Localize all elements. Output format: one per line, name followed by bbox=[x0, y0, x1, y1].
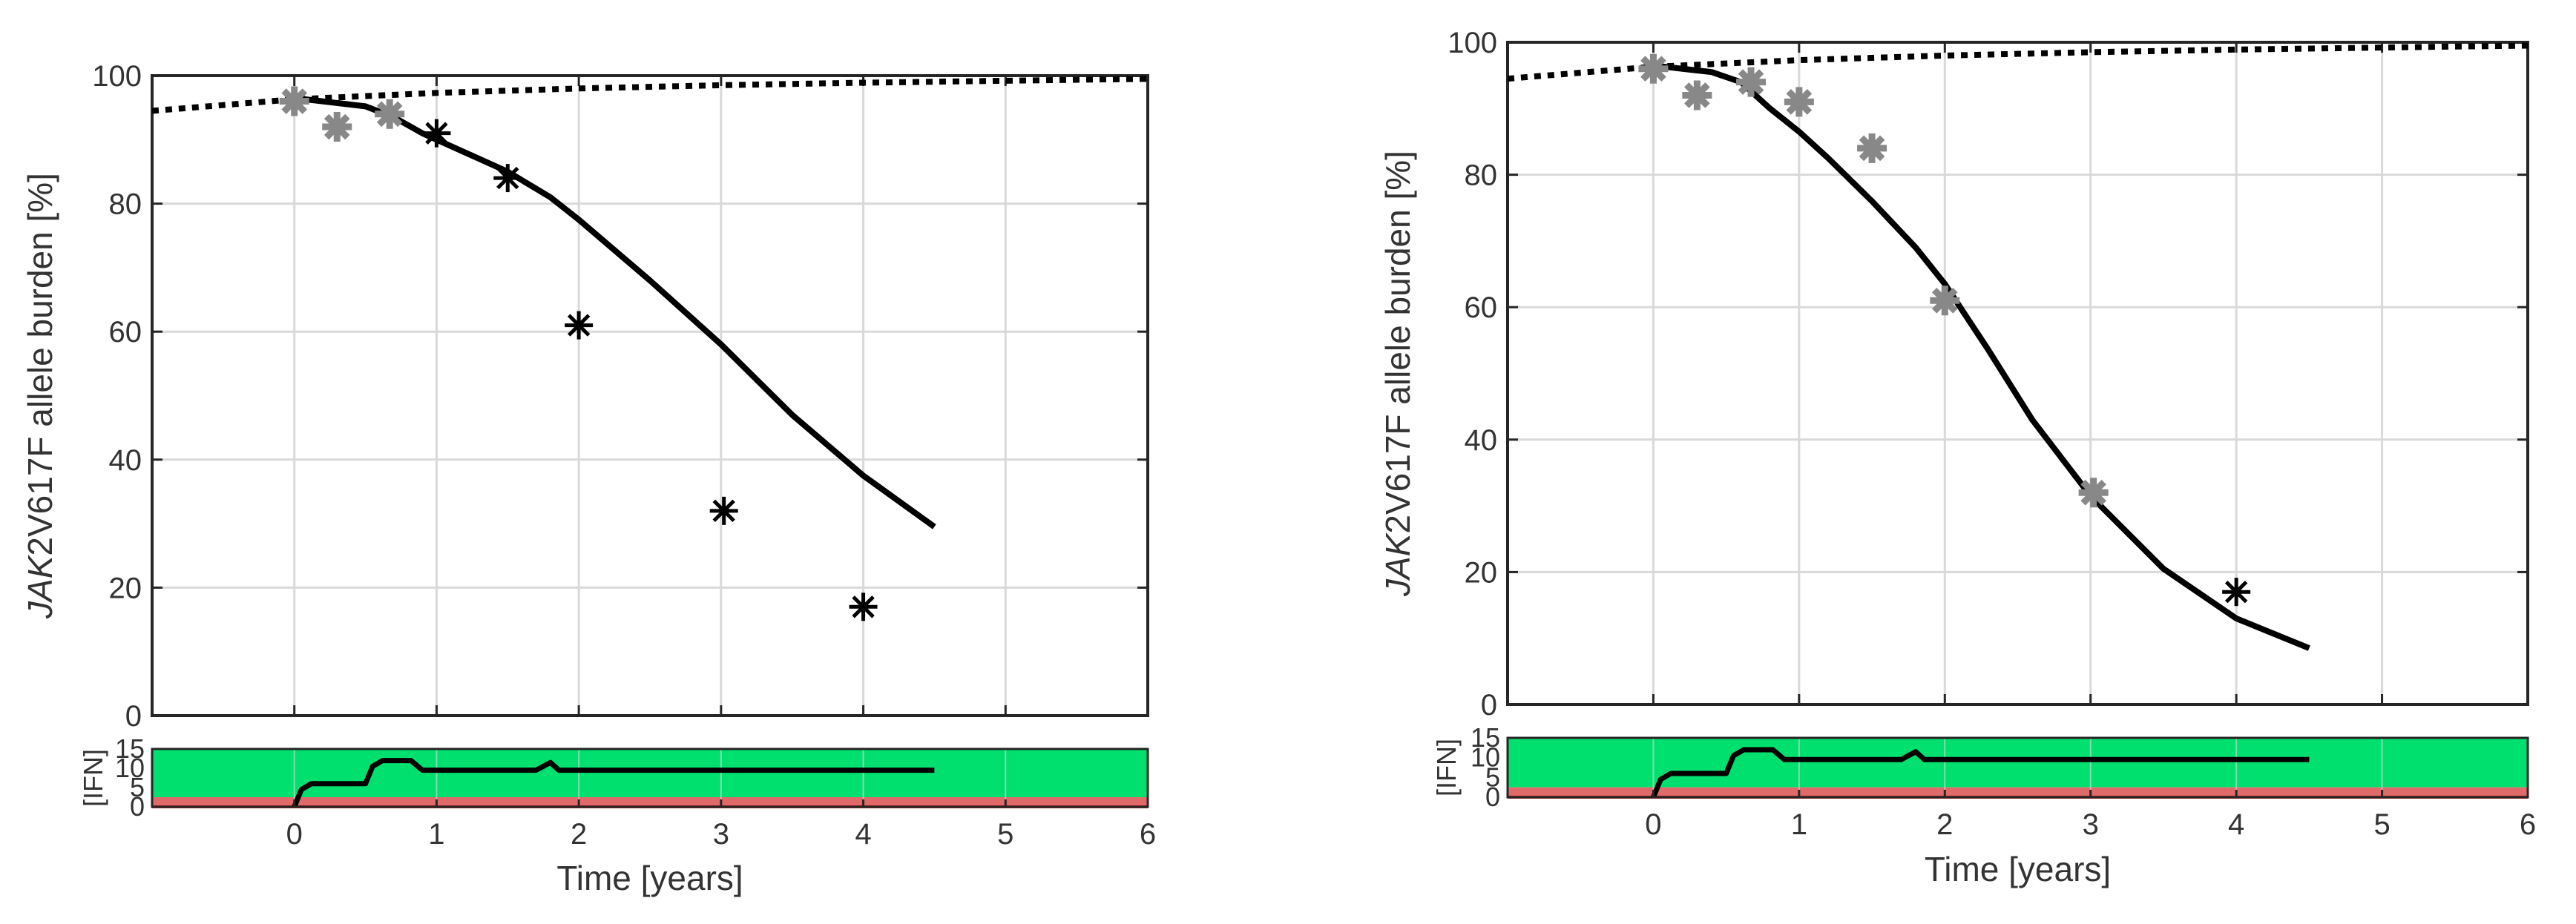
y-axis-label-italic: JAK bbox=[21, 554, 59, 619]
x-tick-label: 2 bbox=[571, 818, 587, 851]
y-axis-label: JAK2V617F allele burden [%] bbox=[1379, 151, 1417, 597]
measurements-black-point bbox=[493, 164, 522, 193]
ifn-y-tick-label: 10 bbox=[115, 753, 145, 783]
ifn-dose-line bbox=[1651, 747, 2310, 799]
measurements-black-point bbox=[565, 311, 594, 340]
x-tick-label: 5 bbox=[997, 818, 1013, 851]
x-tick-label: 2 bbox=[1936, 808, 1953, 841]
y-axis-label-rest: 2V617F allele burden [%] bbox=[1379, 151, 1417, 534]
ifn-axes-box bbox=[1506, 736, 2529, 799]
measurements-black-point bbox=[849, 593, 878, 621]
therapeutic-band bbox=[152, 749, 1148, 797]
x-tick-label: 3 bbox=[713, 818, 729, 851]
measurements-gray-point bbox=[1930, 286, 1960, 316]
y-tick-label: 80 bbox=[1465, 159, 1498, 192]
y-tick-label: 40 bbox=[1465, 424, 1498, 457]
x-tick-label: 5 bbox=[2373, 808, 2390, 841]
model-line bbox=[294, 95, 936, 529]
measurements-gray-point bbox=[375, 99, 405, 129]
y-tick-label: 100 bbox=[1448, 27, 1497, 59]
y-tick-label: 20 bbox=[1465, 556, 1498, 589]
y-tick-label: 20 bbox=[109, 572, 142, 604]
y-tick-label: 100 bbox=[92, 60, 142, 93]
ifn-y-axis-label: [IFN] bbox=[1431, 739, 1462, 796]
x-tick-label: 6 bbox=[1140, 818, 1156, 851]
y-axis-label-italic: JAK bbox=[1379, 532, 1417, 597]
therapeutic-band bbox=[1508, 738, 2528, 788]
ifn-y-tick-label: 0 bbox=[1485, 782, 1500, 812]
grid-lines bbox=[152, 74, 1149, 717]
x-tick-label: 3 bbox=[2083, 808, 2099, 841]
measurements-gray-point bbox=[1638, 53, 1669, 84]
y-tick-label: 0 bbox=[125, 700, 142, 733]
grid-lines bbox=[1508, 41, 2529, 706]
x-tick-label: 4 bbox=[855, 818, 871, 851]
y-tick-label: 40 bbox=[109, 444, 142, 477]
x-axis-label: Time [years] bbox=[1925, 850, 2111, 888]
y-tick-label: 60 bbox=[109, 316, 142, 349]
measurements-gray-point bbox=[322, 112, 352, 142]
ifn-y-axis-label: [IFN] bbox=[78, 749, 108, 807]
x-tick-label: 1 bbox=[428, 818, 444, 851]
ifn-y-tick-label: 0 bbox=[130, 791, 145, 822]
y-tick-label: 0 bbox=[1481, 689, 1497, 722]
subtherapeutic-band bbox=[152, 797, 1148, 807]
axes-box bbox=[1506, 41, 2529, 706]
untreated-line bbox=[1507, 42, 2529, 82]
ifn-y-tick-label: 15 bbox=[1471, 722, 1500, 753]
ifn-y-tick-label: 5 bbox=[130, 772, 145, 802]
measurements-black-point bbox=[709, 496, 738, 525]
untreated-line bbox=[151, 76, 1149, 114]
ifn-dose-line bbox=[292, 758, 935, 808]
y-axis-label: JAK2V617F allele burden [%] bbox=[21, 173, 59, 619]
axes-box bbox=[151, 74, 1149, 717]
x-tick-label: 6 bbox=[2520, 808, 2536, 841]
model-line bbox=[1652, 62, 2310, 651]
x-axis-label: Time [years] bbox=[556, 859, 743, 897]
y-axis-label-rest: 2V617F allele burden [%] bbox=[21, 173, 59, 556]
measurements-gray-point bbox=[1682, 80, 1712, 110]
measurements-black-point bbox=[422, 119, 451, 148]
measurements-gray-point bbox=[1736, 67, 1767, 97]
measurements-black-point bbox=[2222, 578, 2251, 607]
y-tick-label: 60 bbox=[1465, 291, 1498, 324]
x-tick-label: 0 bbox=[1645, 808, 1661, 841]
x-tick-label: 1 bbox=[1791, 808, 1807, 841]
ifn-axes-box bbox=[151, 748, 1149, 808]
x-tick-label: 4 bbox=[2228, 808, 2244, 841]
ifn-y-tick-label: 10 bbox=[1471, 742, 1500, 773]
measurements-gray-point bbox=[1857, 133, 1887, 163]
measurements-gray-point bbox=[2078, 478, 2109, 508]
y-tick-label: 80 bbox=[109, 188, 142, 221]
measurements-gray-point bbox=[279, 86, 309, 116]
x-tick-label: 0 bbox=[286, 818, 303, 851]
measurements-gray-point bbox=[1784, 87, 1814, 117]
subtherapeutic-band bbox=[1508, 787, 2528, 797]
ifn-y-tick-label: 5 bbox=[1485, 762, 1500, 792]
ifn-y-tick-label: 15 bbox=[115, 733, 145, 764]
